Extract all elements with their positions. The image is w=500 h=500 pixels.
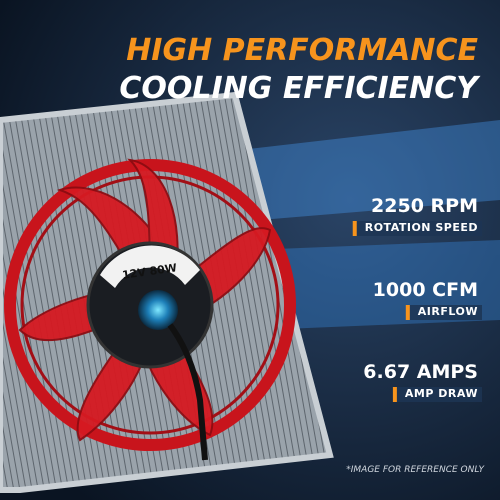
spec-value: 6.67 AMPS <box>363 361 478 383</box>
spec-label-bar <box>405 305 410 320</box>
spec-value: 2250 RPM <box>371 195 478 217</box>
spec-label-box <box>409 305 482 320</box>
title-line2: COOLING EFFICIENCY <box>119 71 481 106</box>
fan: 12V 80W <box>4 158 296 461</box>
spec-label: AMP DRAW <box>405 387 478 400</box>
spec-list: 2250 RPM ROTATION SPEED 1000 CFM AIRFLOW 6.6… <box>352 195 482 402</box>
spec-label-box <box>356 221 482 236</box>
spec-label-bar <box>392 387 397 402</box>
title-line1: HIGH PERFORMANCE <box>126 33 478 68</box>
spec-label-box <box>396 387 482 402</box>
spec-label-bar <box>352 221 357 236</box>
footnote: *IMAGE FOR REFERENCE ONLY <box>346 465 485 475</box>
spec-label: AIRFLOW <box>418 305 478 318</box>
spec-label: ROTATION SPEED <box>365 221 478 234</box>
spec-value: 1000 CFM <box>373 279 478 301</box>
